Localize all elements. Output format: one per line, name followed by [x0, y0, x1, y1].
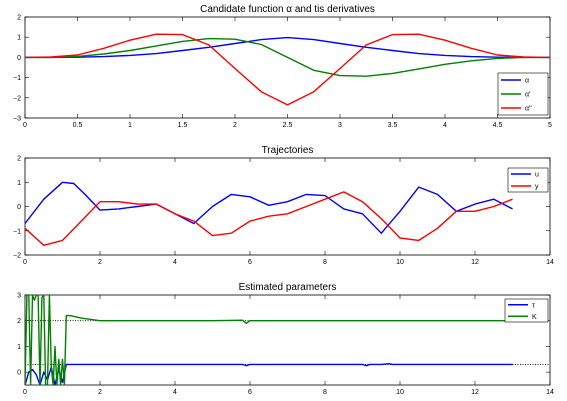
y-tick-label: 2: [17, 156, 21, 163]
x-tick-label: 4: [443, 122, 447, 129]
legend-label: τ: [532, 302, 535, 309]
x-tick-label: 4: [173, 389, 177, 396]
legend-label: y: [535, 184, 539, 191]
x-tick-label: 12: [471, 259, 479, 266]
x-tick-label: 3: [338, 122, 342, 129]
x-tick-label: 2: [98, 259, 102, 266]
x-tick-label: 8: [323, 259, 327, 266]
x-tick-label: 10: [396, 259, 404, 266]
legend-label: α: [525, 78, 529, 85]
series-line-1: [25, 363, 513, 385]
x-tick-label: 0: [23, 389, 27, 396]
series-line-2: [25, 37, 550, 77]
legend-label: u: [535, 172, 539, 179]
series-line-3: [25, 33, 550, 106]
x-tick-label: 8: [323, 389, 327, 396]
y-tick-label: 1: [17, 344, 21, 351]
x-tick-label: 5: [548, 122, 552, 129]
series-line-2: [25, 191, 513, 247]
x-tick-label: 6: [248, 259, 252, 266]
x-tick-label: 10: [396, 389, 404, 396]
x-tick-label: 3.5: [388, 122, 398, 129]
y-tick-label: −2: [13, 95, 21, 102]
series-line-1: [25, 36, 550, 59]
x-tick-label: 0: [23, 259, 27, 266]
x-tick-label: 12: [471, 389, 479, 396]
x-tick-label: 1: [128, 122, 132, 129]
chart-title: Candidate function α and tis derivatives: [200, 4, 375, 15]
x-tick-label: 0: [23, 122, 27, 129]
x-tick-label: 4: [173, 259, 177, 266]
x-tick-label: 14: [546, 259, 554, 266]
x-tick-label: 1.5: [178, 122, 188, 129]
x-tick-label: 6: [248, 389, 252, 396]
y-tick-label: −2: [13, 253, 21, 260]
legend-label: α': [525, 92, 530, 99]
y-tick-label: 3: [17, 293, 21, 300]
y-tick-label: 1: [17, 35, 21, 42]
x-tick-label: 4.5: [493, 122, 503, 129]
y-tick-label: 0: [17, 370, 21, 377]
legend: α α' α'': [497, 72, 549, 116]
y-tick-label: 2: [17, 318, 21, 325]
series-line-1: [25, 181, 513, 234]
x-tick-label: 2: [233, 122, 237, 129]
y-tick-label: 2: [17, 15, 21, 22]
legend: τK: [504, 298, 549, 323]
legend-label: α'': [525, 106, 532, 113]
x-tick-label: 14: [546, 389, 554, 396]
y-tick-label: −1: [13, 75, 21, 82]
y-tick-label: −1: [13, 228, 21, 235]
plot-frame: [24, 294, 551, 386]
x-tick-label: 2: [98, 389, 102, 396]
y-tick-label: 0: [17, 204, 21, 211]
plot-frame: [24, 16, 551, 119]
y-tick-label: 0: [17, 55, 21, 62]
plot-frame: [24, 157, 551, 256]
legend-box: [507, 167, 549, 193]
legend-box: [504, 298, 549, 323]
series-line-2: [25, 295, 513, 385]
legend-label: K: [532, 314, 537, 321]
chart-panel-1: Candidate function α and tis derivatives…: [13, 4, 552, 129]
chart-title: Trajectories: [262, 145, 314, 156]
y-tick-label: −3: [13, 116, 21, 123]
y-tick-label: 1: [17, 180, 21, 187]
legend: uy: [507, 167, 549, 193]
chart-title: Estimated parameters: [239, 282, 337, 293]
x-tick-label: 2.5: [283, 122, 293, 129]
x-tick-label: 0.5: [73, 122, 83, 129]
